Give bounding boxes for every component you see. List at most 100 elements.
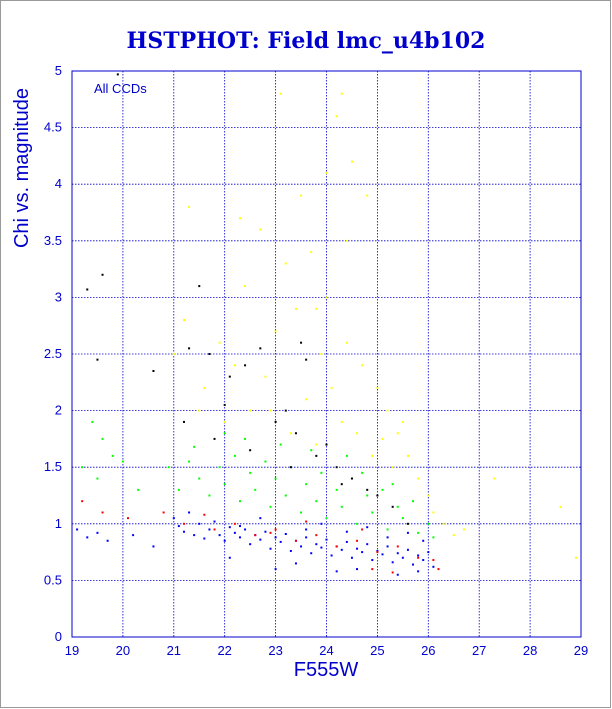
data-points (76, 73, 577, 576)
data-point (315, 534, 318, 537)
data-point (279, 443, 282, 446)
data-point (376, 386, 379, 389)
data-point (208, 494, 211, 497)
data-point (574, 556, 577, 559)
data-point (305, 358, 308, 361)
data-point (101, 437, 104, 440)
data-point (401, 556, 404, 559)
data-point (182, 420, 185, 423)
data-point (218, 341, 221, 344)
y-tick-label: 4.5 (44, 120, 62, 135)
data-point (238, 217, 241, 220)
x-tick-labels: 19 20 21 22 23 24 25 26 27 28 29 (65, 643, 588, 658)
data-point (193, 445, 196, 448)
data-point (76, 528, 79, 531)
data-point (366, 488, 369, 491)
data-point (350, 160, 353, 163)
data-point (259, 228, 262, 231)
data-point (356, 539, 359, 542)
x-tick-label: 28 (523, 643, 537, 658)
x-tick-label: 26 (421, 643, 435, 658)
data-point (396, 552, 399, 555)
data-point (335, 466, 338, 469)
data-point (325, 296, 328, 299)
data-point (340, 548, 343, 551)
x-tick-label: 27 (472, 643, 486, 658)
data-point (198, 409, 201, 412)
data-point (238, 500, 241, 503)
data-point (361, 471, 364, 474)
data-point (177, 525, 180, 528)
data-point (315, 443, 318, 446)
data-point (320, 471, 323, 474)
data-point (269, 547, 272, 550)
plot-area-border (71, 70, 582, 638)
data-point (264, 530, 267, 533)
data-point (432, 565, 435, 568)
x-tick-label: 22 (217, 643, 231, 658)
data-point (289, 466, 292, 469)
data-point (320, 353, 323, 355)
data-point (300, 194, 303, 197)
data-point (310, 552, 313, 555)
chart-title: HSTPHOT: Field lmc_u4b102 (127, 28, 486, 54)
data-point (356, 522, 359, 525)
data-point (126, 517, 129, 520)
data-point (325, 538, 328, 541)
data-point (132, 534, 135, 537)
data-point (152, 545, 155, 548)
data-point (401, 420, 404, 423)
data-point (249, 543, 252, 546)
data-point (412, 500, 415, 503)
data-point (188, 205, 191, 208)
data-point (228, 556, 231, 559)
data-point (432, 511, 435, 514)
data-point (264, 375, 267, 378)
x-tick-label: 29 (574, 643, 588, 658)
data-point (361, 364, 364, 367)
data-point (203, 537, 206, 540)
data-point (432, 536, 435, 539)
data-point (213, 520, 216, 523)
data-point (305, 528, 308, 531)
data-point (244, 437, 247, 440)
data-point (345, 454, 348, 457)
data-point (366, 494, 369, 497)
data-point (350, 477, 353, 480)
y-tick-label: 0 (55, 629, 62, 644)
data-point (223, 539, 226, 542)
data-point (244, 364, 247, 367)
data-point (274, 420, 277, 423)
all-ccds-annotation: All CCDs (94, 81, 147, 96)
data-point (559, 505, 562, 508)
data-point (305, 398, 308, 401)
data-point (182, 319, 185, 322)
data-point (330, 386, 333, 389)
y-tick-label: 1.5 (44, 459, 62, 474)
data-point (315, 500, 318, 503)
x-tick-label: 20 (116, 643, 130, 658)
data-point (396, 432, 399, 435)
data-point (289, 549, 292, 552)
data-point (330, 554, 333, 557)
data-point (284, 494, 287, 497)
data-point (462, 528, 465, 531)
data-point (203, 513, 206, 516)
data-point (244, 285, 247, 288)
data-point (238, 536, 241, 539)
data-point (300, 341, 303, 344)
data-point (203, 386, 206, 389)
data-point (233, 531, 236, 534)
data-point (274, 568, 277, 571)
data-point (223, 432, 226, 435)
data-point (345, 341, 348, 344)
data-point (345, 540, 348, 543)
data-point (223, 403, 226, 406)
data-point (96, 531, 99, 534)
data-point (340, 505, 343, 508)
data-point (249, 409, 252, 412)
data-point (294, 539, 297, 542)
data-point (279, 92, 282, 95)
data-point (264, 460, 267, 463)
